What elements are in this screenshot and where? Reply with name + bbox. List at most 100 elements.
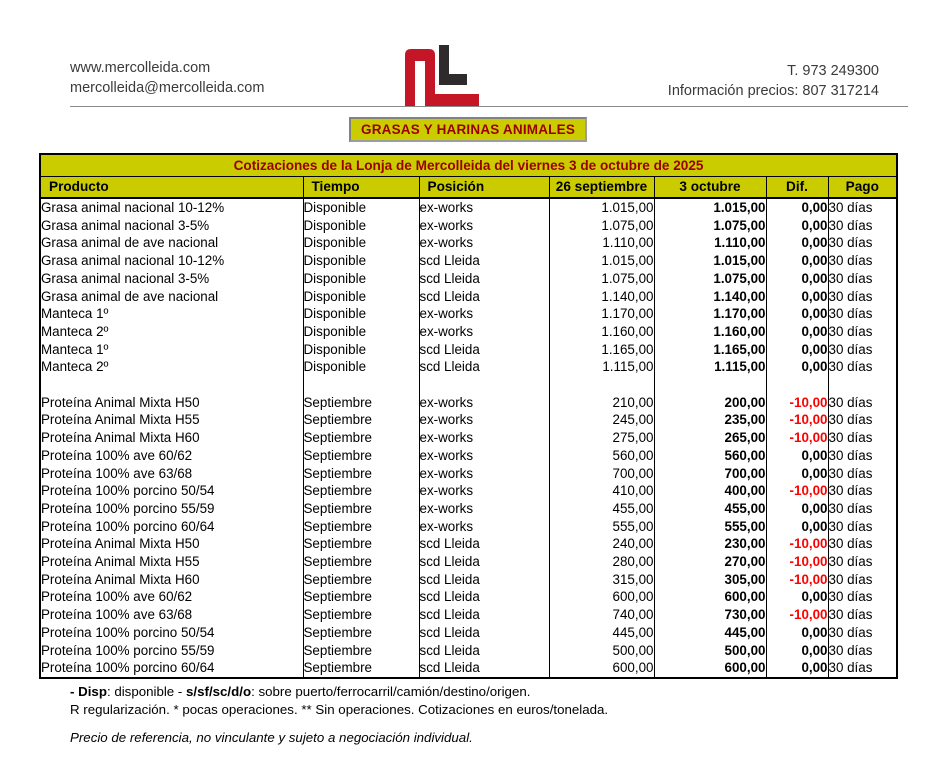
cell-3-octubre: 1.165,00 — [653, 340, 766, 359]
cell-tiempo: Disponible — [302, 198, 419, 217]
cell-tiempo: Disponible — [302, 340, 419, 359]
cell-dif: -10,00 — [765, 570, 828, 589]
cell-pago: 30 días — [827, 252, 898, 270]
cell-3-octubre: 1.160,00 — [653, 322, 766, 341]
cell-dif: 0,00 — [765, 358, 828, 377]
cell-posicion: ex-works — [418, 482, 549, 500]
cell-dif: -10,00 — [765, 393, 828, 412]
cell-posicion: scd Lleida — [418, 269, 549, 288]
cell-pago: 30 días — [827, 535, 898, 554]
cell-pago: 30 días — [827, 482, 898, 500]
table-row: Proteína 100% ave 63/68 Septiembre ex-work… — [40, 464, 898, 483]
cell-posicion: scd Lleida — [418, 659, 549, 678]
cell-dif: 0,00 — [765, 641, 828, 660]
cell-dif: 0,00 — [765, 322, 828, 341]
cell-tiempo: Septiembre — [302, 623, 419, 642]
cell-producto: Proteína 100% porcino 50/54 — [41, 624, 215, 640]
cell-tiempo: Septiembre — [302, 429, 419, 447]
cell-pago: 30 días — [827, 588, 898, 607]
table-row: Proteína 100% ave 60/62 Septiembre scd Lle… — [40, 588, 898, 607]
cell-tiempo: Septiembre — [302, 393, 419, 412]
cell-posicion: ex-works — [418, 216, 549, 235]
cell-tiempo: Septiembre — [302, 517, 419, 536]
cell-3-octubre: 555,00 — [653, 517, 766, 536]
table-title: Cotizaciones de la Lonja de Mercolleida … — [40, 154, 898, 177]
cell-dif: 0,00 — [765, 287, 828, 306]
cell-26-septiembre: 210,00 — [548, 393, 654, 412]
col-tiempo: Tiempo — [302, 176, 419, 199]
cell-posicion: scd Lleida — [418, 358, 549, 377]
cell-tiempo: Septiembre — [302, 499, 419, 518]
cell-26-septiembre: 1.170,00 — [548, 305, 654, 323]
spacer-cell — [827, 376, 898, 394]
cell-producto: Manteca 1º — [41, 341, 109, 357]
cell-pago: 30 días — [827, 411, 898, 430]
cell-producto: Grasa animal nacional 10-12% — [41, 200, 225, 215]
cell-producto: Proteína 100% ave 63/68 — [41, 607, 193, 623]
cell-posicion: scd Lleida — [418, 340, 549, 359]
cell-dif: 0,00 — [765, 659, 828, 678]
contact-block-right: T. 973 249300 Información precios: 807 3… — [668, 61, 879, 101]
mercolleida-logo-icon — [405, 45, 479, 107]
cell-posicion: scd Lleida — [418, 606, 549, 624]
cell-26-septiembre: 275,00 — [548, 429, 654, 447]
table-row: Manteca 1º Disponible ex-works 1.170,00 1.17… — [40, 305, 898, 323]
cell-pago: 30 días — [827, 269, 898, 288]
cell-pago: 30 días — [827, 322, 898, 341]
cell-3-octubre: 1.170,00 — [653, 305, 766, 323]
cell-producto: Grasa animal de ave nacional — [41, 235, 219, 251]
cell-3-octubre: 1.140,00 — [653, 287, 766, 306]
cell-tiempo: Disponible — [302, 269, 419, 288]
cell-tiempo: Disponible — [302, 305, 419, 323]
cell-26-septiembre: 700,00 — [548, 464, 654, 483]
cell-dif: -10,00 — [765, 429, 828, 447]
phone-text: T. 973 249300 — [787, 63, 879, 79]
cell-pago: 30 días — [827, 606, 898, 624]
cell-posicion: ex-works — [418, 429, 549, 447]
cell-3-octubre: 700,00 — [653, 464, 766, 483]
col-26-septiembre: 26 septiembre — [548, 176, 654, 199]
cell-producto: Proteína Animal Mixta H60 — [41, 430, 200, 446]
cell-tiempo: Septiembre — [302, 482, 419, 500]
cell-26-septiembre: 500,00 — [548, 641, 654, 660]
col-3-octubre: 3 octubre — [653, 176, 766, 199]
cell-producto: Proteína 100% ave 60/62 — [41, 589, 193, 605]
cell-producto: Grasa animal de ave nacional — [41, 288, 219, 304]
cell-pago: 30 días — [827, 623, 898, 642]
cell-pago: 30 días — [827, 446, 898, 465]
cell-3-octubre: 1.015,00 — [653, 198, 766, 217]
cell-tiempo: Septiembre — [302, 464, 419, 483]
section-badge: GRASAS Y HARINAS ANIMALES — [349, 117, 588, 142]
cell-dif: 0,00 — [765, 269, 828, 288]
cell-pago: 30 días — [827, 659, 898, 678]
cell-26-septiembre: 1.075,00 — [548, 216, 654, 235]
cell-pago: 30 días — [827, 234, 898, 253]
cell-posicion: ex-works — [418, 234, 549, 253]
cell-producto: Grasa animal nacional 10-12% — [41, 253, 225, 269]
table-row: Grasa animal de ave nacional Disponible ex… — [40, 234, 898, 253]
cell-tiempo: Disponible — [302, 234, 419, 253]
cell-dif: 0,00 — [765, 499, 828, 518]
table-row: Proteína 100% porcino 55/59 Septiembre ex-… — [40, 499, 898, 518]
cell-dif: -10,00 — [765, 411, 828, 430]
note-legal: Precio de referencia, no vinculante y su… — [70, 730, 473, 745]
cell-pago: 30 días — [827, 429, 898, 447]
cell-pago: 30 días — [827, 393, 898, 412]
table-title-row: Cotizaciones de la Lonja de Mercolleida … — [40, 154, 898, 177]
cell-tiempo: Septiembre — [302, 446, 419, 465]
cell-producto: Proteína 100% porcino 55/59 — [41, 500, 215, 516]
note-segment: - Disp — [70, 684, 107, 699]
group-spacer-row — [40, 376, 898, 394]
cell-26-septiembre: 455,00 — [548, 499, 654, 518]
cell-3-octubre: 230,00 — [653, 535, 766, 554]
cell-producto: Proteína Animal Mixta H60 — [41, 571, 200, 587]
table-row: Grasa animal nacional 10-12% Disponible ex… — [40, 198, 898, 217]
cell-producto: Manteca 2º — [41, 323, 109, 339]
cell-tiempo: Septiembre — [302, 588, 419, 607]
cell-tiempo: Disponible — [302, 322, 419, 341]
cell-tiempo: Septiembre — [302, 411, 419, 430]
cell-producto: Proteína 100% ave 63/68 — [41, 465, 193, 481]
cell-26-septiembre: 560,00 — [548, 446, 654, 465]
cell-3-octubre: 400,00 — [653, 482, 766, 500]
